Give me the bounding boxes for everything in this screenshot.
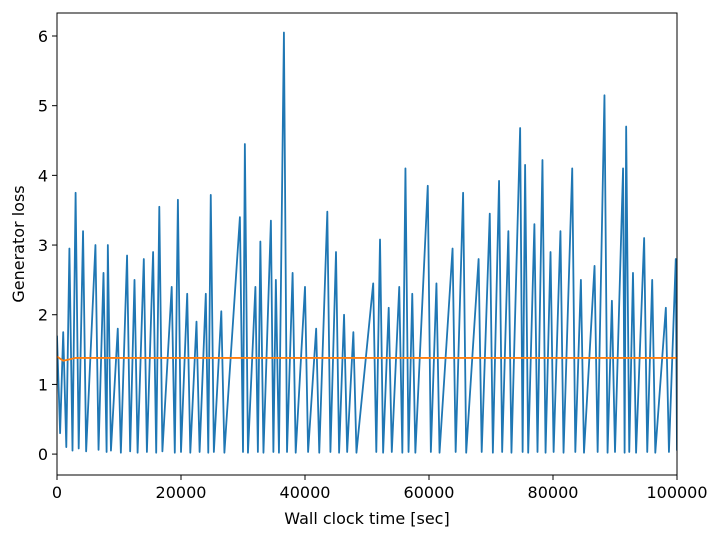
x-tick-label: 20000	[156, 483, 207, 502]
x-tick-label: 40000	[280, 483, 331, 502]
x-tick-label: 100000	[646, 483, 707, 502]
y-tick-label: 3	[38, 236, 48, 255]
y-tick-label: 0	[38, 445, 48, 464]
data-line	[57, 31, 677, 454]
y-tick-label: 1	[38, 375, 48, 394]
y-tick-label: 6	[38, 27, 48, 46]
data-line	[57, 355, 677, 362]
y-axis-label: Generator loss	[9, 185, 28, 302]
plot-lines	[57, 31, 677, 454]
x-tick-label: 80000	[528, 483, 579, 502]
axes-frame	[56, 12, 678, 476]
y-tick-label: 4	[38, 166, 48, 185]
x-tick-label: 60000	[404, 483, 455, 502]
y-tick-label: 2	[38, 306, 48, 325]
x-axis-label: Wall clock time [sec]	[284, 509, 449, 528]
x-tick-label: 0	[52, 483, 62, 502]
y-tick-label: 5	[38, 97, 48, 116]
